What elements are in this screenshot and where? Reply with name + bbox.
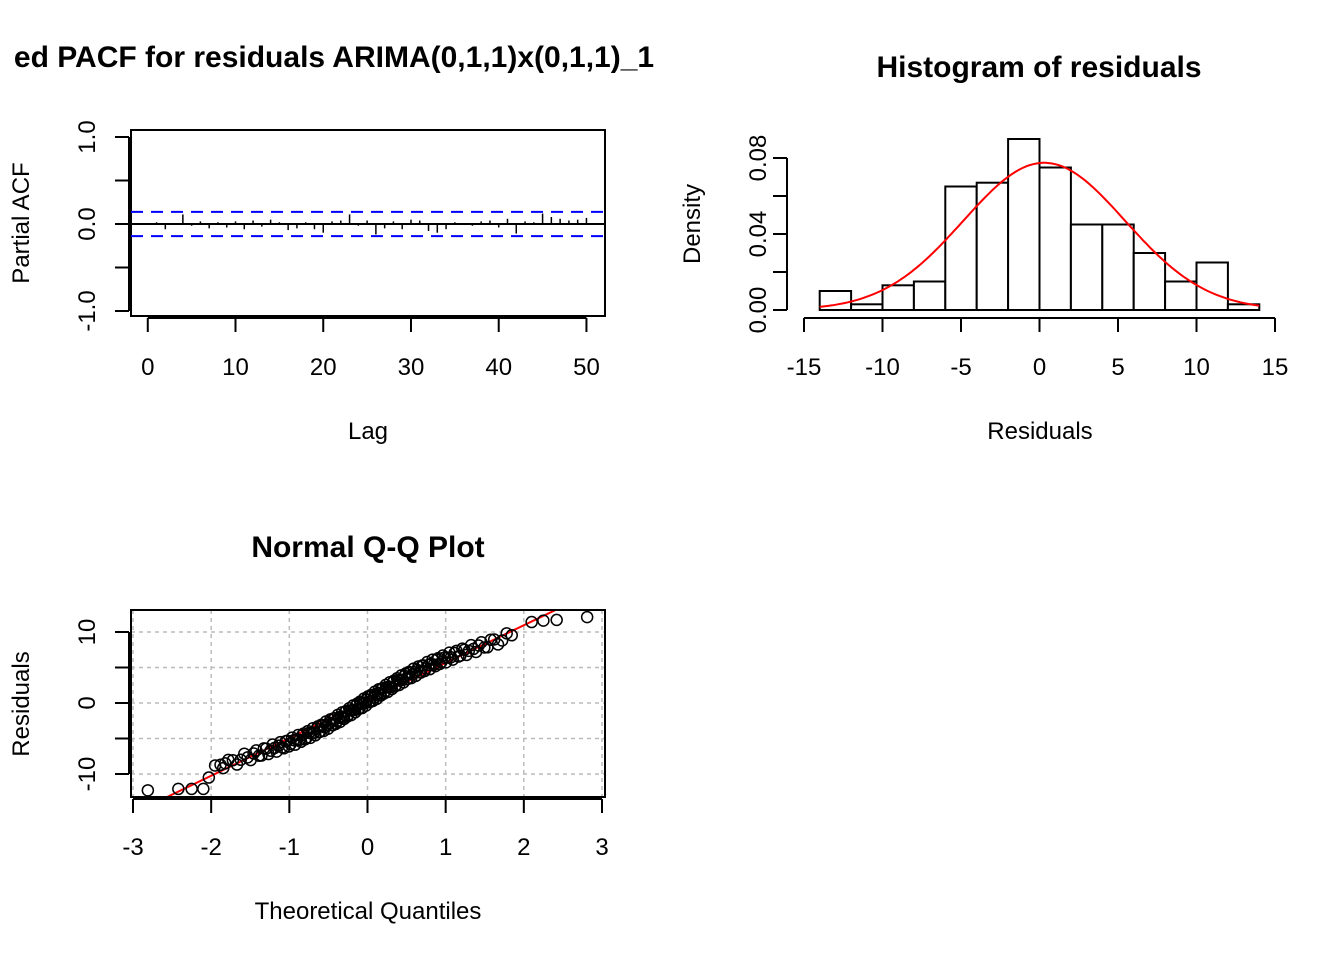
histogram-x-tick-label: 5: [1111, 354, 1124, 381]
pacf-marks: [131, 210, 605, 238]
pacf-x-tick-label: 20: [310, 354, 337, 381]
histogram-bar: [1038, 166, 1072, 311]
histogram-bar: [1164, 280, 1198, 311]
qq-point: [197, 782, 210, 796]
pacf-x-axis: 0 10 20 30 40 50: [141, 317, 600, 381]
pacf-x-tick-label: 40: [485, 354, 512, 381]
qq-plot-frame: [130, 609, 606, 798]
qq-y-tick-label: -10: [74, 757, 101, 792]
histogram-marks: [818, 138, 1261, 311]
qq-point: [337, 712, 351, 726]
pacf-x-axis-label: Lag: [348, 418, 388, 445]
qq-y-tick-label: 0: [74, 696, 101, 709]
histogram-y-axis: 0.00 0.04 0.08: [745, 135, 788, 334]
histogram-y-tick-label: 0.04: [745, 211, 772, 258]
pacf-y-tick-label: 1.0: [74, 120, 101, 153]
histogram-x-axis: -15 -10 -5 0 5 10 15: [787, 317, 1289, 381]
pacf-y-axis-label: Partial ACF: [8, 162, 35, 283]
histogram-bar: [1195, 261, 1229, 311]
histogram-bar: [1069, 223, 1104, 311]
histogram-x-tick-label: -15: [787, 354, 822, 381]
qq-x-axis-label: Theoretical Quantiles: [255, 898, 482, 925]
qq-point: [433, 657, 447, 671]
qq-x-tick-label: 0: [361, 834, 374, 861]
histogram-bar: [850, 303, 884, 311]
qq-x-axis: -3 -2 -1 0 1 2 3: [122, 798, 609, 861]
qq-point: [234, 753, 248, 767]
qq-x-tick-label: 3: [595, 834, 608, 861]
pacf-x-tick-label: 10: [222, 354, 249, 381]
qq-y-axis-label: Residuals: [8, 651, 35, 756]
histogram-bar: [1101, 223, 1135, 311]
qq-point: [226, 753, 240, 767]
pacf-y-tick-label: 0.0: [74, 207, 101, 240]
qq-x-tick-label: -2: [200, 834, 221, 861]
pacf-title: ed PACF for residuals ARIMA(0,1,1)x(0,1,…: [14, 41, 654, 74]
qq-point: [426, 653, 439, 666]
histogram-y-axis-label: Density: [679, 184, 706, 264]
qq-grid: [131, 610, 605, 797]
qq-x-tick-label: 1: [439, 834, 452, 861]
histogram-bar: [975, 181, 1010, 311]
qq-point: [385, 682, 399, 696]
qq-point: [537, 614, 550, 627]
histogram-bar: [1132, 252, 1167, 311]
qq-title: Normal Q-Q Plot: [251, 531, 484, 564]
histogram-x-axis-label: Residuals: [987, 418, 1092, 445]
qq-point: [348, 706, 362, 719]
qq-x-tick-label: 2: [517, 834, 530, 861]
qq-x-tick-label: -1: [279, 834, 300, 861]
qq-point: [172, 782, 185, 796]
histogram-panel: Histogram of residuals -15 -10 -5 0 5 10 15 0.…: [679, 51, 1288, 445]
qq-point: [141, 784, 155, 797]
qq-x-tick-label: -3: [122, 834, 143, 861]
histogram-x-tick-label: 15: [1262, 354, 1289, 381]
qq-point: [238, 747, 251, 760]
qq-marks: [141, 610, 594, 797]
histogram-x-tick-label: 10: [1183, 354, 1210, 381]
histogram-bar: [1226, 303, 1261, 311]
qq-y-tick-label: 10: [74, 619, 101, 646]
qq-y-axis: -10 0 10: [74, 619, 130, 792]
histogram-x-tick-label: 0: [1033, 354, 1046, 381]
pacf-x-tick-label: 30: [398, 354, 425, 381]
histogram-bar: [881, 284, 915, 311]
pacf-y-axis: -1.0 0.0 1.0: [74, 120, 130, 332]
histogram-title: Histogram of residuals: [876, 51, 1201, 84]
histogram-normal-curve: [819, 161, 1260, 308]
qq-point: [374, 689, 388, 702]
qq-point: [202, 771, 216, 784]
histogram-bar: [912, 280, 947, 311]
histogram-y-tick-label: 0.00: [745, 287, 772, 334]
histogram-x-tick-label: -10: [865, 354, 900, 381]
qq-point: [525, 615, 538, 629]
qq-point: [491, 638, 505, 651]
histogram-bar: [944, 185, 978, 311]
histogram-x-tick-label: -5: [950, 354, 971, 381]
pacf-x-tick-label: 50: [573, 354, 600, 381]
qq-point: [247, 747, 260, 760]
qq-point: [218, 757, 232, 770]
qq-point: [550, 613, 563, 627]
pacf-x-tick-label: 0: [141, 354, 154, 381]
pacf-panel: ed PACF for residuals ARIMA(0,1,1)x(0,1,…: [8, 41, 654, 445]
qq-point: [580, 610, 594, 624]
pacf-y-tick-label: -1.0: [74, 290, 101, 331]
qq-point: [505, 629, 518, 642]
qq-point: [472, 639, 485, 652]
histogram-y-tick-label: 0.08: [745, 135, 772, 182]
